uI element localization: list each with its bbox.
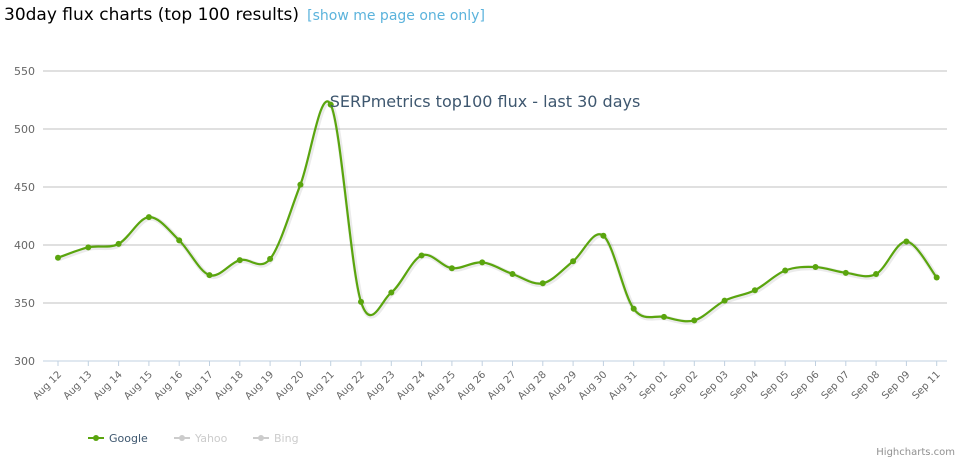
data-point[interactable] <box>661 313 667 320</box>
legend-item-yahoo[interactable]: Yahoo <box>174 432 228 445</box>
data-point[interactable] <box>842 269 849 276</box>
x-tick-label: Aug 14 <box>92 369 125 402</box>
legend-item-bing[interactable]: Bing <box>253 432 299 445</box>
grid-lines <box>43 70 947 304</box>
data-point[interactable] <box>933 274 940 281</box>
show-page-one-link[interactable]: [show me page one only] <box>307 8 485 24</box>
x-tick-label: Aug 28 <box>516 369 549 402</box>
data-point[interactable] <box>600 232 607 239</box>
x-tick-label: Aug 29 <box>546 369 579 402</box>
x-tick-label: Aug 25 <box>425 369 458 402</box>
x-tick-label: Sep 02 <box>668 369 700 401</box>
data-point[interactable] <box>691 317 698 324</box>
legend: Google Yahoo Bing <box>88 432 299 445</box>
data-point[interactable] <box>751 287 758 294</box>
y-tick-label: 450 <box>14 181 35 194</box>
legend-label: Google <box>109 432 148 445</box>
series-line-google[interactable] <box>57 100 938 323</box>
x-tick-label: Aug 17 <box>183 369 216 402</box>
legend-marker <box>93 435 99 441</box>
x-tick-label: Aug 26 <box>455 369 488 402</box>
data-point[interactable] <box>388 289 395 296</box>
data-point[interactable] <box>570 258 577 265</box>
data-point[interactable] <box>630 305 637 312</box>
series-group <box>55 100 940 325</box>
legend-item-google[interactable]: Google <box>88 432 148 445</box>
data-point[interactable] <box>115 240 122 247</box>
y-tick-label: 350 <box>14 297 35 310</box>
x-tick-label: Sep 06 <box>789 369 821 401</box>
data-point[interactable] <box>176 237 183 244</box>
x-tick-label: Aug 18 <box>213 369 246 402</box>
x-tick-label: Aug 30 <box>577 369 610 402</box>
page-title: 30day flux charts (top 100 results) <box>4 5 300 25</box>
y-tick-label: 400 <box>14 239 35 252</box>
x-tick-label: Aug 27 <box>486 369 519 402</box>
legend-label: Yahoo <box>194 432 228 445</box>
data-point[interactable] <box>539 280 546 287</box>
data-point[interactable] <box>873 271 880 277</box>
data-point[interactable] <box>812 264 819 271</box>
data-point[interactable] <box>448 265 455 272</box>
y-axis-ticks: 300 350 400 450 500 550 <box>14 65 35 368</box>
x-tick-label: Aug 19 <box>243 369 276 402</box>
y-tick-label: 550 <box>14 65 35 78</box>
data-point[interactable] <box>236 257 243 264</box>
data-point[interactable] <box>782 267 789 274</box>
data-point[interactable] <box>418 252 425 259</box>
x-tick-label: Aug 20 <box>274 369 307 402</box>
page-header: 30day flux charts (top 100 results) [sho… <box>4 5 485 25</box>
legend-marker <box>258 435 264 441</box>
x-tick-label: Sep 01 <box>638 369 670 401</box>
data-point[interactable] <box>358 298 364 305</box>
x-tick-label: Sep 07 <box>820 369 852 401</box>
x-tick-label: Aug 23 <box>365 369 398 402</box>
x-tick-label: Sep 08 <box>850 369 882 401</box>
x-tick-label: Aug 13 <box>62 369 95 402</box>
x-tick-label: Sep 04 <box>729 369 761 401</box>
x-tick-label: Aug 31 <box>607 369 640 402</box>
x-tick-label: Sep 09 <box>880 369 912 401</box>
y-tick-label: 300 <box>14 355 35 368</box>
data-point[interactable] <box>509 271 516 277</box>
x-tick-label: Aug 24 <box>395 369 428 402</box>
data-point[interactable] <box>55 254 61 261</box>
data-point[interactable] <box>721 297 728 304</box>
x-tick-label: Sep 11 <box>910 369 942 401</box>
data-point[interactable] <box>327 101 334 108</box>
legend-label: Bing <box>274 432 299 445</box>
data-point[interactable] <box>297 181 304 188</box>
data-point[interactable] <box>145 214 152 221</box>
x-tick-label: Aug 22 <box>334 369 367 402</box>
x-tick-label: Aug 15 <box>122 369 155 402</box>
x-tick-label: Sep 03 <box>698 369 730 401</box>
data-point[interactable] <box>206 272 213 279</box>
data-point[interactable] <box>85 244 92 251</box>
x-tick-label: Aug 21 <box>304 369 337 402</box>
x-tick-label: Sep 05 <box>759 369 791 401</box>
x-tick-label: Aug 16 <box>152 369 185 402</box>
credits[interactable]: Highcharts.com <box>876 447 955 458</box>
data-point[interactable] <box>903 238 910 245</box>
chart-title: SERPmetrics top100 flux - last 30 days <box>330 92 641 111</box>
data-point[interactable] <box>267 255 274 262</box>
series-line-shadow <box>58 100 940 325</box>
x-tick-label: Aug 12 <box>31 369 64 402</box>
data-point[interactable] <box>479 259 486 266</box>
legend-marker <box>179 435 185 441</box>
y-tick-label: 500 <box>14 123 35 136</box>
